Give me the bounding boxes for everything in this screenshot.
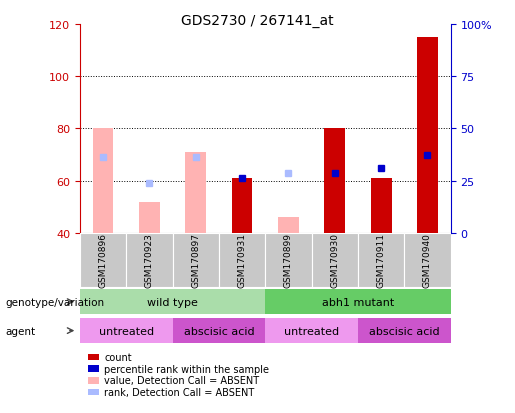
Bar <box>265 233 312 287</box>
Text: GSM170940: GSM170940 <box>423 233 432 287</box>
Bar <box>88 354 99 361</box>
Bar <box>358 233 404 287</box>
Bar <box>232 178 252 233</box>
Text: GSM170930: GSM170930 <box>330 233 339 287</box>
Bar <box>278 218 299 233</box>
Text: wild type: wild type <box>147 297 198 307</box>
Text: untreated: untreated <box>284 326 339 336</box>
Text: GSM170899: GSM170899 <box>284 233 293 287</box>
Text: value, Detection Call = ABSENT: value, Detection Call = ABSENT <box>104 375 259 385</box>
Bar <box>265 289 451 315</box>
Text: percentile rank within the sample: percentile rank within the sample <box>104 364 269 374</box>
Bar <box>93 129 113 233</box>
Text: abscisic acid: abscisic acid <box>183 326 254 336</box>
Text: GSM170897: GSM170897 <box>191 233 200 287</box>
Bar <box>88 377 99 384</box>
Text: untreated: untreated <box>98 326 154 336</box>
Bar <box>312 233 358 287</box>
Bar <box>173 233 219 287</box>
Text: abscisic acid: abscisic acid <box>369 326 440 336</box>
Text: abh1 mutant: abh1 mutant <box>322 297 394 307</box>
Text: GSM170911: GSM170911 <box>376 233 386 287</box>
Bar <box>371 178 391 233</box>
Bar <box>88 389 99 395</box>
Text: GSM170923: GSM170923 <box>145 233 154 287</box>
Text: agent: agent <box>5 326 35 336</box>
Bar <box>139 202 160 233</box>
Bar <box>324 129 345 233</box>
Text: GDS2730 / 267141_at: GDS2730 / 267141_at <box>181 14 334 28</box>
Bar <box>80 318 173 344</box>
Bar <box>358 318 451 344</box>
Text: GSM170896: GSM170896 <box>98 233 108 287</box>
Text: rank, Detection Call = ABSENT: rank, Detection Call = ABSENT <box>104 387 254 397</box>
Bar <box>88 366 99 372</box>
Bar <box>80 289 265 315</box>
Text: genotype/variation: genotype/variation <box>5 297 104 307</box>
Bar <box>219 233 265 287</box>
Text: GSM170931: GSM170931 <box>237 233 247 287</box>
Bar <box>265 318 358 344</box>
Bar <box>80 233 126 287</box>
Bar <box>185 152 206 233</box>
Bar <box>126 233 173 287</box>
Bar <box>417 38 438 233</box>
Text: count: count <box>104 352 132 362</box>
Bar <box>173 318 265 344</box>
Bar <box>404 233 451 287</box>
